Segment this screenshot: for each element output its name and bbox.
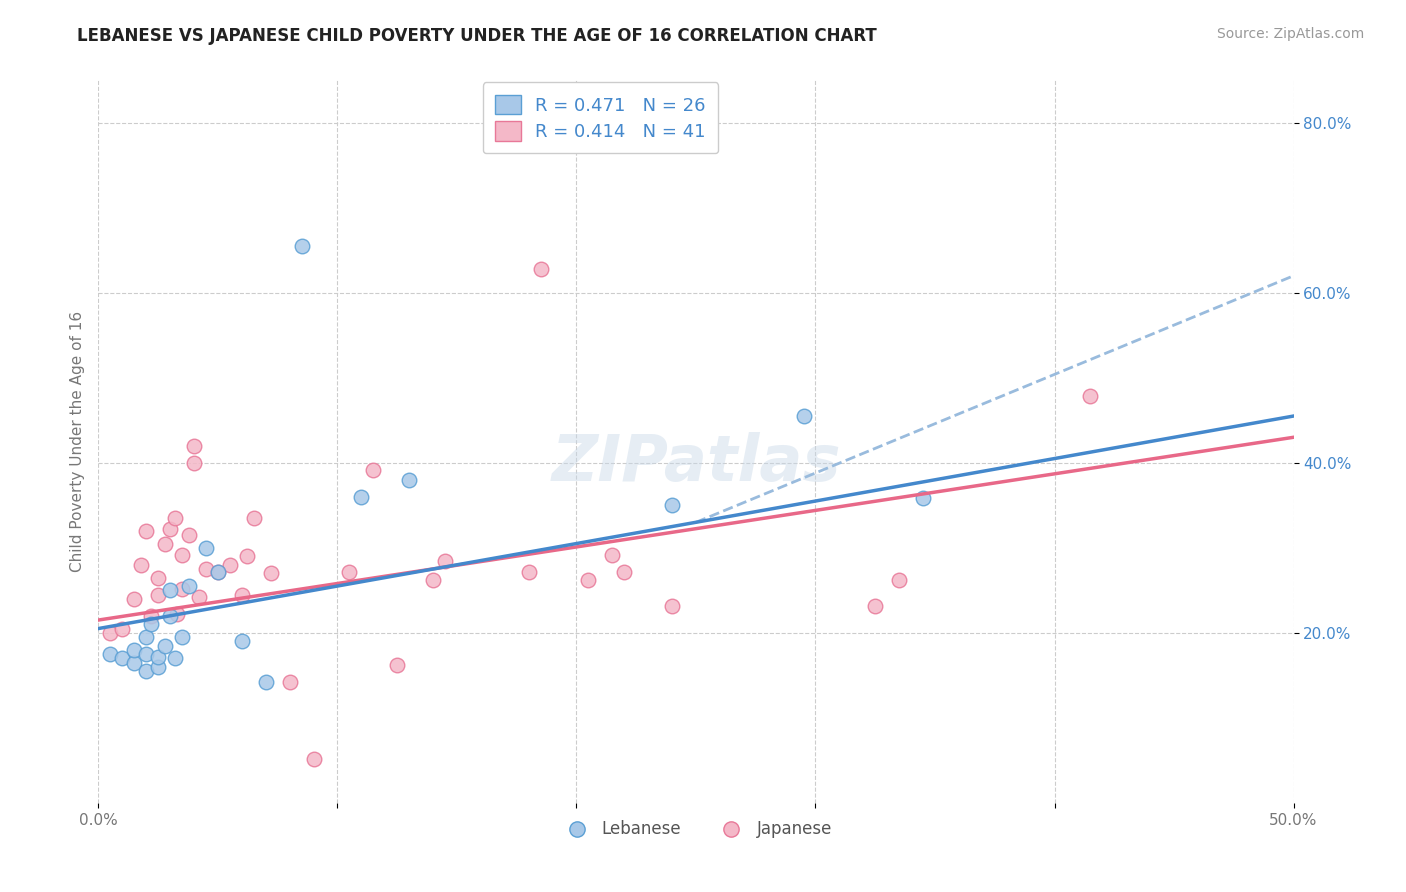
- Point: [98, 647, 122, 661]
- Point: [278, 675, 301, 690]
- Point: [350, 490, 373, 504]
- Point: [139, 608, 162, 623]
- Point: [111, 622, 134, 636]
- Point: [530, 262, 553, 277]
- Point: [155, 639, 177, 653]
- Text: LEBANESE VS JAPANESE CHILD POVERTY UNDER THE AGE OF 16 CORRELATION CHART: LEBANESE VS JAPANESE CHILD POVERTY UNDER…: [77, 27, 877, 45]
- Point: [911, 491, 934, 506]
- Point: [398, 473, 420, 487]
- Point: [385, 658, 409, 673]
- Point: [135, 524, 157, 538]
- Point: [179, 528, 201, 542]
- Point: [131, 558, 153, 572]
- Point: [661, 599, 683, 613]
- Point: [135, 630, 157, 644]
- Point: [98, 625, 122, 640]
- Point: [434, 553, 457, 567]
- Point: [889, 573, 911, 587]
- Legend: Lebanese, Japanese: Lebanese, Japanese: [554, 814, 838, 845]
- Point: [159, 608, 181, 623]
- Point: [179, 579, 201, 593]
- Point: [602, 548, 624, 562]
- Point: [231, 634, 253, 648]
- Text: Source: ZipAtlas.com: Source: ZipAtlas.com: [1216, 27, 1364, 41]
- Point: [259, 566, 281, 581]
- Point: [124, 656, 146, 670]
- Point: [183, 456, 205, 470]
- Point: [135, 647, 157, 661]
- Point: [613, 565, 636, 579]
- Point: [148, 660, 170, 674]
- Point: [172, 548, 194, 562]
- Point: [124, 642, 146, 657]
- Point: [139, 617, 162, 632]
- Point: [148, 649, 170, 664]
- Point: [231, 588, 253, 602]
- Point: [865, 599, 887, 613]
- Point: [172, 582, 194, 596]
- Point: [235, 549, 257, 564]
- Point: [159, 583, 181, 598]
- Point: [124, 591, 146, 606]
- Point: [187, 590, 209, 604]
- Point: [578, 573, 600, 587]
- Point: [363, 462, 385, 476]
- Point: [163, 651, 186, 665]
- Point: [207, 565, 229, 579]
- Point: [159, 522, 181, 536]
- Point: [254, 675, 277, 690]
- Point: [339, 565, 361, 579]
- Point: [148, 570, 170, 584]
- Y-axis label: Child Poverty Under the Age of 16: Child Poverty Under the Age of 16: [69, 311, 84, 572]
- Point: [163, 511, 186, 525]
- Point: [148, 588, 170, 602]
- Point: [661, 498, 683, 512]
- Point: [135, 664, 157, 678]
- Point: [183, 439, 205, 453]
- Point: [166, 607, 188, 621]
- Point: [243, 511, 266, 525]
- Point: [793, 409, 815, 423]
- Point: [302, 751, 325, 765]
- Point: [291, 239, 314, 253]
- Point: [155, 536, 177, 550]
- Text: ZIPatlas: ZIPatlas: [551, 433, 841, 494]
- Point: [195, 541, 218, 555]
- Point: [111, 651, 134, 665]
- Point: [172, 630, 194, 644]
- Point: [219, 558, 242, 572]
- Point: [195, 562, 218, 576]
- Point: [207, 565, 229, 579]
- Point: [517, 565, 540, 579]
- Point: [1080, 389, 1102, 403]
- Point: [422, 573, 444, 587]
